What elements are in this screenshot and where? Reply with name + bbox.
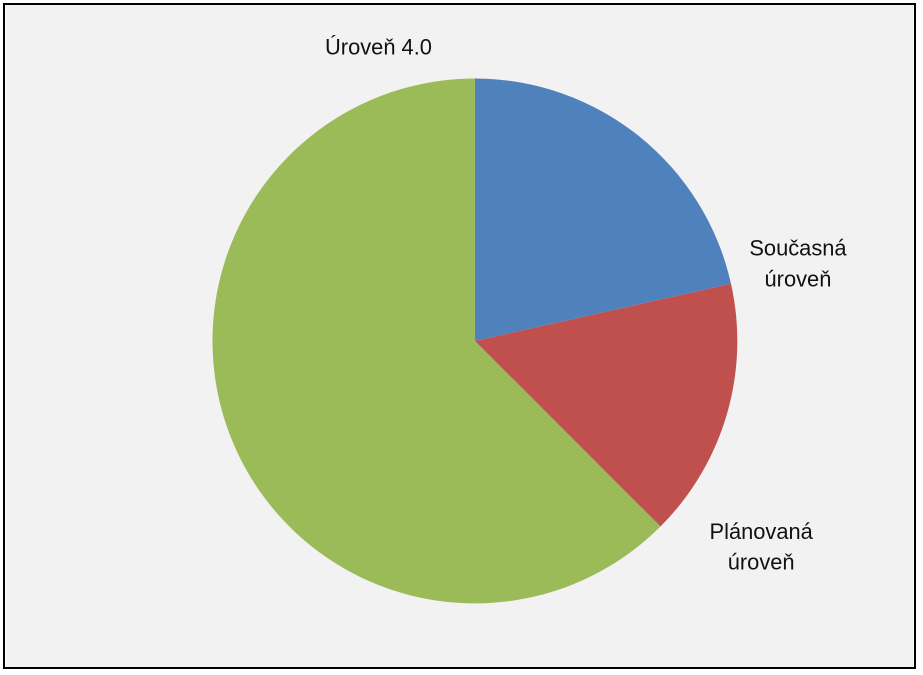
slice-label-line: úroveň bbox=[728, 550, 795, 575]
slice-label-1: Současná úroveň bbox=[749, 235, 847, 291]
pie-slice-1 bbox=[474, 78, 732, 341]
slice-label-3: Úroveň 4.0 bbox=[325, 35, 432, 60]
labels-layer: Současná úroveň Plánovaná úroveň Úroveň 4.0 bbox=[325, 35, 847, 575]
pie-chart: Současná úroveň Plánovaná úroveň Úroveň 4.0 bbox=[5, 5, 914, 667]
pie-chart-frame: Současná úroveň Plánovaná úroveň Úroveň 4.0 bbox=[3, 3, 916, 669]
slice-label-line: Plánovaná bbox=[710, 519, 814, 544]
slice-label-line: Úroveň 4.0 bbox=[325, 35, 432, 60]
slices-layer bbox=[212, 78, 738, 604]
slice-label-line: Současná bbox=[749, 235, 847, 260]
pie-slice-2 bbox=[474, 283, 738, 527]
slice-label-line: úroveň bbox=[765, 266, 832, 291]
pie-slice-3 bbox=[212, 78, 661, 604]
slice-label-2: Plánovaná úroveň bbox=[710, 519, 814, 575]
